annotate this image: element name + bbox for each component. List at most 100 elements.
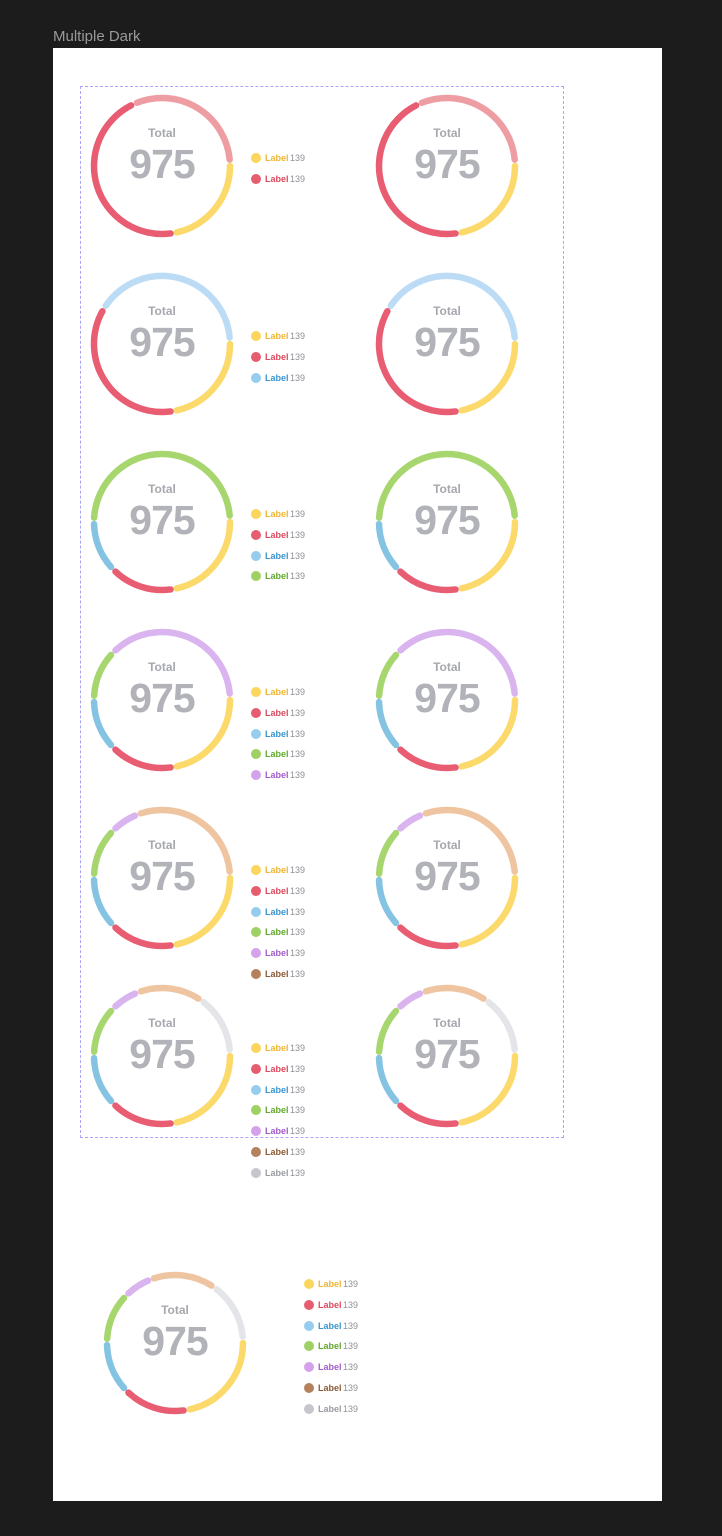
segment-blue[interactable] bbox=[90, 520, 115, 571]
donut-chart[interactable]: Total 975 bbox=[372, 269, 522, 419]
segment-purple[interactable] bbox=[112, 628, 233, 697]
total-value: 975 bbox=[414, 319, 480, 365]
segment-gray[interactable] bbox=[213, 1286, 246, 1340]
segment-blue[interactable] bbox=[375, 698, 400, 749]
donut-ring bbox=[90, 806, 234, 950]
legend-dot bbox=[251, 351, 261, 362]
segment-green[interactable] bbox=[103, 1294, 128, 1342]
donut-chart[interactable]: Total 975 bbox=[372, 803, 522, 953]
donut-ring bbox=[375, 984, 519, 1128]
segment-red[interactable] bbox=[375, 102, 459, 238]
segment-orange[interactable] bbox=[422, 806, 518, 875]
component-set-boundary[interactable] bbox=[80, 86, 564, 1138]
segment-lightblue[interactable] bbox=[102, 272, 233, 341]
total-label: Total bbox=[433, 660, 461, 674]
segment-red[interactable] bbox=[125, 1389, 187, 1415]
segment-blue[interactable] bbox=[103, 1341, 128, 1392]
donut-chart[interactable]: Total 975 bbox=[372, 91, 522, 241]
segment-yellow[interactable] bbox=[458, 518, 519, 592]
segment-blue[interactable] bbox=[90, 1054, 115, 1105]
legend-dot bbox=[251, 906, 261, 917]
segment-yellow[interactable] bbox=[173, 696, 234, 770]
segment-yellow[interactable] bbox=[173, 1052, 234, 1126]
segment-yellow[interactable] bbox=[173, 518, 234, 592]
segment-blue[interactable] bbox=[90, 698, 115, 749]
segment-purple[interactable] bbox=[112, 812, 139, 832]
legend-dot bbox=[251, 529, 261, 540]
segment-lightblue[interactable] bbox=[387, 272, 518, 341]
segment-red[interactable] bbox=[112, 1102, 174, 1128]
donut-chart-standalone[interactable]: Total 975 bbox=[100, 1268, 250, 1418]
segment-blue[interactable] bbox=[375, 1054, 400, 1105]
segment-orange[interactable] bbox=[137, 806, 233, 875]
segment-blue[interactable] bbox=[375, 520, 400, 571]
segment-yellow[interactable] bbox=[186, 1339, 247, 1413]
segment-red[interactable] bbox=[112, 924, 174, 950]
segment-red[interactable] bbox=[90, 307, 174, 416]
segment-gray[interactable] bbox=[200, 999, 233, 1053]
segment-red[interactable] bbox=[397, 924, 459, 950]
legend-value: 139 bbox=[290, 529, 306, 540]
segment-green[interactable] bbox=[90, 1007, 115, 1055]
segment-yellow[interactable] bbox=[458, 1052, 519, 1126]
legend-dot bbox=[251, 1167, 261, 1178]
segment-red[interactable] bbox=[112, 746, 174, 772]
segment-red[interactable] bbox=[90, 102, 174, 238]
segment-green[interactable] bbox=[90, 651, 115, 699]
segment-red[interactable] bbox=[397, 568, 459, 594]
donut-chart-with-legend[interactable]: Total 975 bbox=[87, 981, 237, 1131]
segment-orange[interactable] bbox=[137, 984, 202, 1002]
donut-chart-with-legend[interactable]: Total 975 bbox=[87, 625, 237, 775]
legend-label: Label bbox=[265, 906, 289, 917]
segment-yellow[interactable] bbox=[458, 162, 519, 236]
segment-orange[interactable] bbox=[150, 1271, 215, 1289]
donut-chart-with-legend[interactable]: Total 975 bbox=[87, 91, 237, 241]
total-label: Total bbox=[148, 1016, 176, 1030]
legend-dot bbox=[251, 550, 261, 561]
segment-red[interactable] bbox=[397, 1102, 459, 1128]
donut-chart[interactable]: Total 975 bbox=[372, 447, 522, 597]
segment-red[interactable] bbox=[375, 307, 459, 416]
segment-red[interactable] bbox=[397, 746, 459, 772]
segment-green[interactable] bbox=[375, 1007, 400, 1055]
segment-yellow[interactable] bbox=[458, 874, 519, 948]
segment-pink[interactable] bbox=[133, 94, 233, 163]
legend-dot bbox=[251, 1105, 261, 1116]
segment-purple[interactable] bbox=[125, 1277, 152, 1297]
segment-blue[interactable] bbox=[375, 876, 400, 927]
segment-green[interactable] bbox=[375, 829, 400, 877]
segment-red[interactable] bbox=[112, 568, 174, 594]
segment-green[interactable] bbox=[375, 651, 400, 699]
segment-pink[interactable] bbox=[418, 94, 518, 163]
donut-chart-with-legend[interactable]: Total 975 bbox=[87, 269, 237, 419]
donut-chart[interactable]: Total 975 bbox=[372, 625, 522, 775]
total-label: Total bbox=[148, 482, 176, 496]
segment-yellow[interactable] bbox=[173, 340, 234, 414]
segment-green[interactable] bbox=[90, 829, 115, 877]
legend-label: Label bbox=[318, 1279, 342, 1289]
total-label: Total bbox=[433, 838, 461, 852]
legend-label: Label bbox=[265, 770, 289, 781]
segment-purple[interactable] bbox=[397, 812, 424, 832]
donut-ring bbox=[90, 450, 234, 594]
segment-green[interactable] bbox=[90, 450, 233, 521]
donut-ring bbox=[90, 628, 234, 772]
segment-purple[interactable] bbox=[112, 990, 139, 1010]
segment-yellow[interactable] bbox=[173, 162, 234, 236]
legend-value: 139 bbox=[290, 550, 306, 561]
segment-orange[interactable] bbox=[422, 984, 487, 1002]
segment-purple[interactable] bbox=[397, 990, 424, 1010]
segment-green[interactable] bbox=[375, 450, 518, 521]
donut-chart-with-legend[interactable]: Total 975 bbox=[87, 447, 237, 597]
legend-dot bbox=[251, 331, 261, 341]
segment-gray[interactable] bbox=[485, 999, 518, 1053]
segment-blue[interactable] bbox=[90, 876, 115, 927]
donut-chart-with-legend[interactable]: Total 975 bbox=[87, 803, 237, 953]
legend-value: 139 bbox=[290, 865, 306, 875]
donut-chart[interactable]: Total 975 bbox=[372, 981, 522, 1131]
total-label: Total bbox=[148, 838, 176, 852]
segment-purple[interactable] bbox=[397, 628, 518, 697]
segment-yellow[interactable] bbox=[458, 340, 519, 414]
segment-yellow[interactable] bbox=[173, 874, 234, 948]
segment-yellow[interactable] bbox=[458, 696, 519, 770]
